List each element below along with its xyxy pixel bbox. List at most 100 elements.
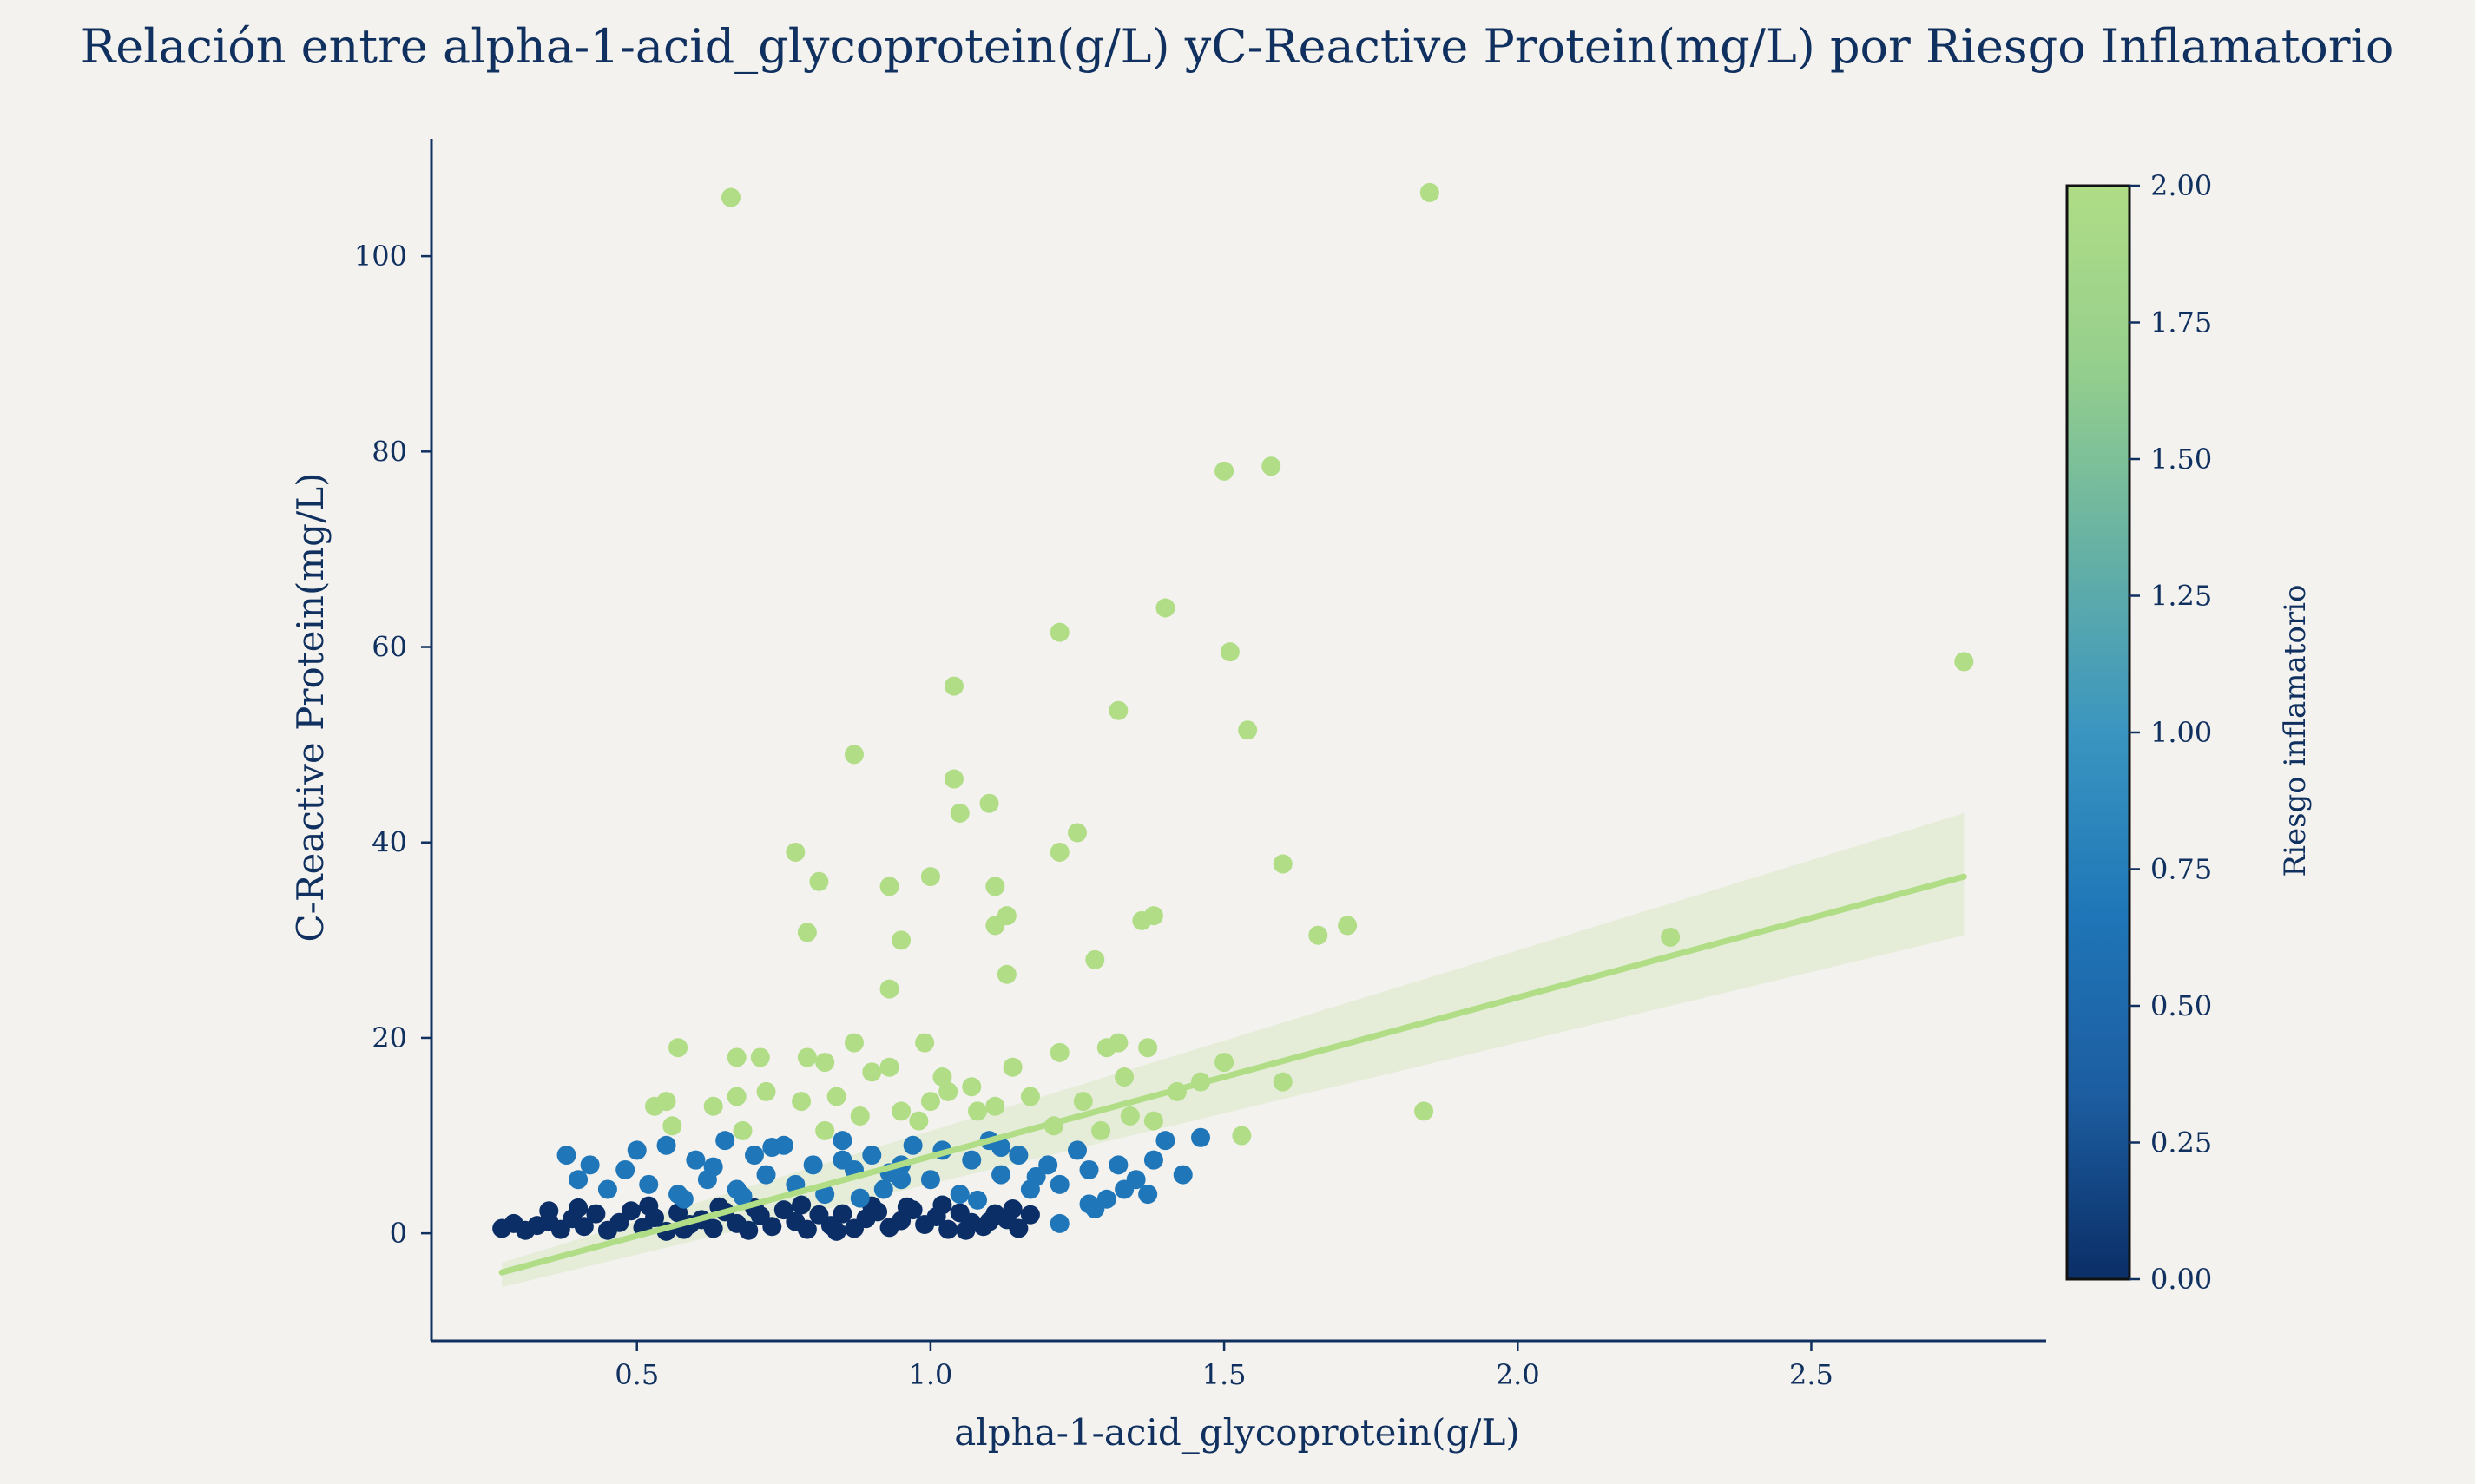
data-point [932, 1067, 952, 1087]
data-point [826, 1087, 846, 1106]
data-point [686, 1150, 706, 1170]
data-point [639, 1174, 659, 1194]
data-point [803, 1155, 823, 1175]
data-point [721, 187, 741, 207]
data-point [892, 930, 912, 950]
colorbar-tick-label: 1.25 [2150, 580, 2212, 613]
data-point [733, 1186, 753, 1206]
data-point [662, 1116, 682, 1136]
data-point [809, 871, 829, 891]
data-point [938, 1081, 958, 1101]
data-point [1214, 1053, 1234, 1073]
data-point [1085, 949, 1105, 969]
data-point [745, 1146, 764, 1166]
data-point [797, 1219, 817, 1239]
data-point [1115, 1067, 1135, 1087]
series-risk-2 [645, 182, 1974, 1146]
data-point [968, 1101, 988, 1121]
data-point [1238, 720, 1258, 740]
data-point [727, 1047, 747, 1067]
data-point [703, 1096, 723, 1116]
data-point [727, 1087, 747, 1106]
y-tick-label: 20 [372, 1021, 407, 1054]
data-point [580, 1155, 600, 1175]
data-point [762, 1138, 782, 1158]
data-point [586, 1204, 606, 1224]
data-point [756, 1165, 776, 1185]
data-point [903, 1135, 923, 1155]
data-point [815, 1120, 835, 1140]
data-point [609, 1212, 629, 1232]
data-point [944, 769, 964, 789]
data-point [739, 1220, 759, 1240]
data-point [539, 1201, 559, 1221]
data-point [920, 1170, 940, 1190]
colorbar-tick-label: 0.50 [2150, 989, 2212, 1022]
data-point [1003, 1198, 1023, 1218]
data-point [668, 1038, 688, 1058]
data-point [797, 1047, 817, 1067]
data-point [1214, 461, 1234, 481]
data-point [750, 1047, 770, 1067]
x-tick-label: 1.5 [1202, 1358, 1247, 1391]
data-point [1020, 1205, 1040, 1225]
data-point [826, 1221, 846, 1241]
colorbar-tick-label: 0.00 [2150, 1263, 2212, 1296]
data-point [1109, 1033, 1129, 1053]
data-point [1143, 906, 1163, 926]
data-point [909, 1111, 929, 1131]
data-point [985, 1096, 1005, 1116]
colorbar-tick-label: 2.00 [2150, 169, 2212, 202]
data-point [950, 1185, 970, 1205]
data-point [979, 793, 999, 813]
data-point [1091, 1120, 1111, 1140]
data-point [1085, 1198, 1105, 1218]
colorbar-tick-label: 0.25 [2150, 1126, 2212, 1159]
y-tick-label: 40 [372, 826, 407, 859]
axes: 0.5 1.0 1.5 2.0 2.5 0 20 40 60 80 100 [354, 139, 2046, 1391]
data-point [879, 1057, 899, 1077]
data-point [1073, 1092, 1093, 1112]
data-point [833, 1131, 852, 1151]
colorbar-gradient [2065, 184, 2131, 1281]
confidence-band [502, 812, 1965, 1288]
data-point [733, 1120, 753, 1140]
colorbar: 0.00 0.25 0.50 0.75 1.00 1.25 1.50 1.75 2.00 [2065, 169, 2212, 1296]
data-point [1954, 652, 1974, 672]
data-point [1191, 1127, 1211, 1147]
data-point [932, 1195, 952, 1215]
data-point [703, 1157, 723, 1177]
data-point [897, 1197, 917, 1217]
y-axis-label: C-Reactive Protein(mg/L) [289, 473, 332, 942]
data-point [569, 1170, 589, 1190]
colorbar-tick-label: 1.00 [2150, 716, 2212, 749]
series-risk-0 [492, 1195, 1040, 1241]
data-point [715, 1131, 735, 1151]
data-point [1261, 456, 1281, 476]
data-point [797, 923, 817, 942]
regression-line [498, 873, 1967, 1276]
data-point [985, 916, 1005, 936]
data-point [1143, 1111, 1163, 1131]
data-point [615, 1159, 635, 1179]
data-point [621, 1201, 641, 1221]
data-point [962, 1150, 982, 1170]
data-point [1050, 1213, 1070, 1233]
data-point [1338, 916, 1358, 936]
data-point [920, 867, 940, 887]
data-point [1138, 1038, 1158, 1058]
data-point [556, 1146, 576, 1166]
x-axis-label: alpha-1-acid_glycoprotein(g/L) [954, 1411, 1519, 1454]
data-point [1009, 1218, 1029, 1238]
data-point [991, 1165, 1011, 1185]
data-point [1050, 1042, 1070, 1062]
data-point [792, 1092, 812, 1112]
data-point [656, 1135, 676, 1155]
data-point [773, 1200, 793, 1220]
colorbar-tick-label: 0.75 [2150, 853, 2212, 886]
data-point [862, 1062, 882, 1082]
data-point [1143, 1150, 1163, 1170]
data-point [1079, 1159, 1099, 1179]
